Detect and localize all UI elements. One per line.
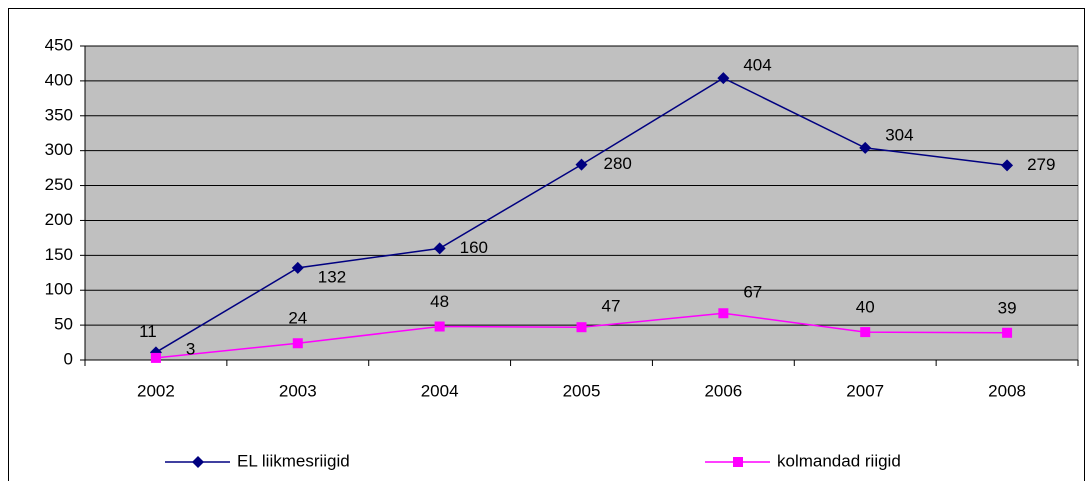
data-label: 132 [318,267,346,286]
y-tick-label: 200 [45,210,73,229]
y-tick-label: 250 [45,175,73,194]
plot-area [84,45,1079,361]
x-tick-label: 2006 [704,381,742,400]
y-tick-label: 450 [45,35,73,54]
data-label: 160 [460,238,488,257]
marker [150,352,161,363]
y-tick-label: 350 [45,105,73,124]
marker [434,321,445,332]
y-tick-label: 0 [64,349,73,368]
x-tick-label: 2005 [563,381,601,400]
marker [576,322,587,333]
marker [291,261,304,274]
x-tick-label: 2004 [421,381,459,400]
data-label: 280 [604,154,632,173]
marker [860,327,871,338]
marker [292,338,303,349]
x-tick-label: 2007 [846,381,884,400]
data-label: 11 [139,322,157,341]
x-tick-label: 2002 [137,381,175,400]
data-label: 404 [743,56,771,75]
marker [1002,327,1013,338]
y-tick-label: 400 [45,70,73,89]
data-label: 40 [856,298,875,317]
marker [192,456,204,468]
y-tick-label: 50 [54,315,73,334]
marker [1001,159,1014,172]
marker [575,158,588,171]
legend-label: EL liikmesriigid [237,451,350,470]
marker [718,308,729,319]
marker [859,141,872,154]
x-tick-label: 2008 [988,381,1026,400]
y-tick-label: 300 [45,140,73,159]
data-label: 3 [186,339,195,358]
y-tick-label: 100 [45,280,73,299]
marker [717,72,730,85]
data-label: 67 [743,283,762,302]
data-label: 47 [602,297,621,316]
legend-label: kolmandad riigid [777,451,901,470]
data-label: 39 [998,298,1017,317]
data-label: 24 [288,309,307,328]
y-tick-label: 150 [45,245,73,264]
x-tick-label: 2003 [279,381,317,400]
marker [733,457,743,467]
marker [433,242,446,255]
data-label: 304 [885,125,913,144]
data-label: 279 [1027,155,1055,174]
data-label: 48 [430,292,449,311]
